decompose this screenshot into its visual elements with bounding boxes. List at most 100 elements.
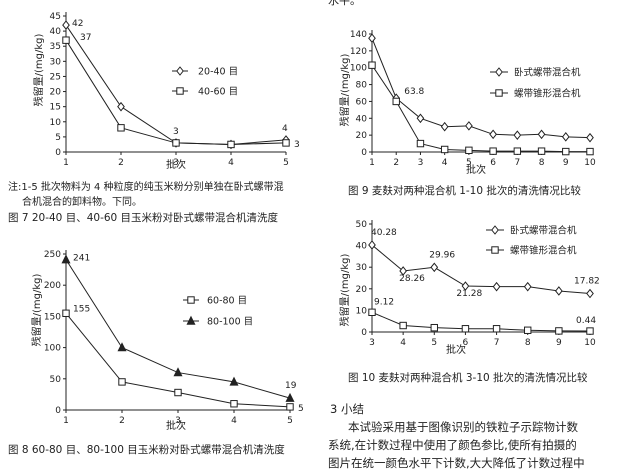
series-line-1 xyxy=(371,244,591,295)
legend-label: 60-80 目 xyxy=(207,296,247,307)
x-tick-label: 7 xyxy=(494,338,500,348)
data-label: 19 xyxy=(285,381,297,391)
data-point xyxy=(562,147,570,156)
legend-label: 卧式螺带混合机 xyxy=(514,67,581,79)
chart-fig8: 0 50 100 150 200 250 1 2 3 4 5 批次 残留量/(mg/kg) 60-80 目… xyxy=(30,250,304,432)
y-tick-label: 30 xyxy=(356,263,368,273)
legend-label: 20-40 目 xyxy=(198,67,238,78)
section-line-1: 本试验采用基于图像识别的铁粒子示踪物计数 xyxy=(348,420,578,434)
data-label: 42 xyxy=(72,19,83,29)
data-point xyxy=(230,400,238,408)
fig10-caption: 图 10 麦麸对两种混合机 3-10 批次的清洗情况比较 xyxy=(348,372,588,384)
data-point xyxy=(173,367,183,377)
data-point xyxy=(368,240,376,250)
data-point xyxy=(523,281,532,292)
series-line-2 xyxy=(371,64,590,153)
x-tick-label: 5 xyxy=(283,158,289,168)
legend-marker xyxy=(491,246,499,254)
y-tick-label: 20 xyxy=(356,131,368,141)
data-label: 4 xyxy=(282,124,288,134)
y-tick-label: 25 xyxy=(50,72,61,82)
data-point xyxy=(285,392,295,402)
data-label: 28.26 xyxy=(399,274,425,284)
data-label: 5 xyxy=(298,404,304,414)
x-tick-label: 10 xyxy=(584,338,596,348)
y-tick-label: 20 xyxy=(356,285,368,295)
data-point xyxy=(430,262,439,273)
y-tick-label: 0 xyxy=(361,328,367,338)
x-tick-label: 1 xyxy=(369,158,375,168)
y-tick-label: 140 xyxy=(350,30,367,40)
data-point xyxy=(492,281,501,292)
x-tick-label: 4 xyxy=(442,158,448,168)
x-axis-label: 批次 xyxy=(466,163,486,176)
section-heading: 3 小结 xyxy=(330,402,364,416)
data-label: 40.28 xyxy=(371,228,397,238)
y-tick-label: 100 xyxy=(44,344,61,354)
y-tick-label: 40 xyxy=(356,114,368,124)
y-axis-label: 残留量/(mg/kg) xyxy=(338,54,351,127)
y-axis-label: 残留量/(mg/kg) xyxy=(32,34,45,107)
x-axis-label: 批次 xyxy=(166,158,186,171)
data-point xyxy=(586,288,594,299)
data-point xyxy=(586,132,594,143)
data-label: 241 xyxy=(73,254,90,264)
series-line-2 xyxy=(65,259,291,399)
data-point xyxy=(118,378,126,386)
x-tick-label: 2 xyxy=(119,416,125,426)
y-tick-label: 50 xyxy=(50,375,62,385)
data-label: 155 xyxy=(73,304,90,314)
y-tick-label: 50 xyxy=(356,220,368,230)
data-label: 21.28 xyxy=(456,289,482,299)
data-point xyxy=(430,323,438,332)
data-point xyxy=(440,145,449,154)
legend-label: 卧式螺带混合机 xyxy=(510,225,577,237)
fig8-caption: 图 8 60-80 目、80-100 目玉米粉对卧式螺带混合机清洗度 xyxy=(8,444,285,456)
y-tick-label: 200 xyxy=(44,281,61,291)
y-tick-label: 0 xyxy=(55,406,61,416)
chart-fig9: 0 20 40 60 80 100 120 140 1 2 3 4 5 6 7 8 9 10 批次 残留量/(mg/k… xyxy=(338,30,596,176)
data-label: 3 xyxy=(173,127,179,137)
data-point xyxy=(62,20,70,30)
x-axis-label: 批次 xyxy=(446,343,466,356)
x-tick-label: 1 xyxy=(63,158,69,168)
series-line-2 xyxy=(371,311,591,332)
data-point xyxy=(555,286,563,296)
y-tick-label: 15 xyxy=(50,103,61,113)
legend-marker xyxy=(491,225,499,235)
data-point xyxy=(229,376,239,386)
data-point xyxy=(117,124,125,132)
data-point xyxy=(416,113,425,124)
y-tick-label: 40 xyxy=(356,242,368,252)
y-tick-label: 40 xyxy=(50,27,62,37)
data-point xyxy=(227,140,235,149)
data-point xyxy=(368,33,376,44)
data-label: 29.96 xyxy=(429,250,455,260)
fig7-note-line-1: 注:1-5 批次物料为 4 种粒度的纯玉米粉分别单独在卧式螺带混 xyxy=(8,182,284,193)
y-axis-label: 残留量/(mg/kg) xyxy=(30,274,43,347)
data-point xyxy=(174,388,182,397)
x-tick-label: 5 xyxy=(466,158,472,168)
data-point xyxy=(416,139,425,148)
data-point xyxy=(489,129,497,140)
x-tick-label: 6 xyxy=(463,338,469,348)
y-axis-label: 残留量/(mg/kg) xyxy=(338,254,351,327)
x-tick-label: 3 xyxy=(175,416,181,426)
x-tick-label: 3 xyxy=(369,338,375,348)
legend-label: 80-100 目 xyxy=(207,317,253,328)
y-tick-label: 30 xyxy=(50,57,62,67)
y-tick-label: 80 xyxy=(356,81,368,91)
fig9-caption: 图 9 麦麸对两种混合机 1-10 批次的清洗情况比较 xyxy=(348,185,581,197)
y-tick-label: 5 xyxy=(55,133,61,143)
data-point xyxy=(586,327,594,335)
x-tick-label: 2 xyxy=(393,158,399,168)
y-tick-label: 20 xyxy=(50,88,62,98)
x-tick-label: 1 xyxy=(63,416,69,426)
data-point xyxy=(513,147,522,155)
y-tick-label: 10 xyxy=(50,118,62,128)
y-tick-label: 10 xyxy=(356,306,368,316)
x-tick-label: 8 xyxy=(525,338,531,348)
x-tick-label: 5 xyxy=(287,416,293,426)
y-tick-label: 120 xyxy=(350,47,367,57)
